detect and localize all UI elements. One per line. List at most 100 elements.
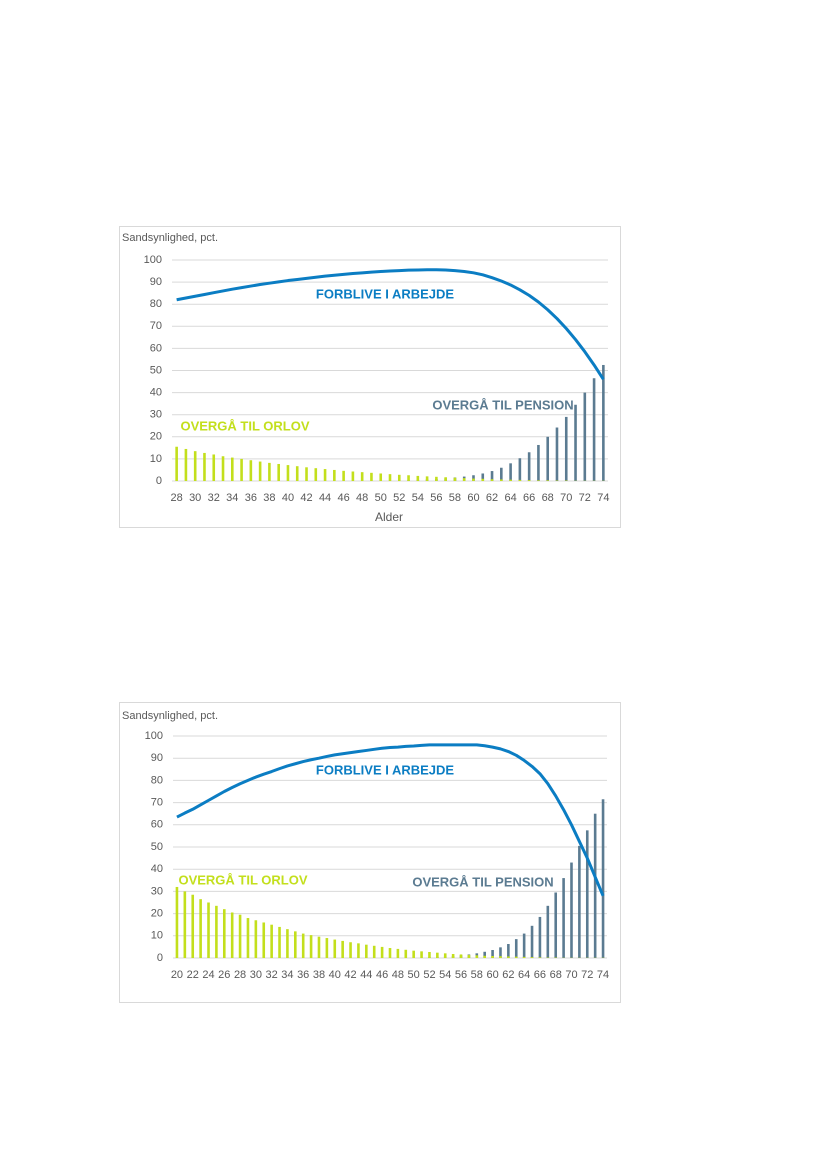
bar bbox=[294, 931, 297, 958]
y-tick-label: 80 bbox=[151, 774, 163, 786]
bar bbox=[444, 477, 447, 481]
x-tick-label: 64 bbox=[504, 492, 516, 504]
bar bbox=[481, 473, 485, 481]
bar bbox=[602, 364, 605, 481]
bar bbox=[481, 478, 485, 481]
y-tick-label: 10 bbox=[151, 930, 163, 942]
x-tick-label: 28 bbox=[171, 492, 183, 504]
x-tick-label: 70 bbox=[565, 969, 577, 981]
bar bbox=[342, 470, 345, 481]
bar bbox=[305, 467, 308, 481]
bar bbox=[500, 479, 503, 481]
x-tick-label: 42 bbox=[344, 969, 356, 981]
series-label: OVERGÅ TIL PENSION bbox=[412, 874, 553, 889]
bar bbox=[518, 458, 522, 481]
bar bbox=[407, 475, 410, 481]
bar bbox=[351, 471, 355, 481]
bar bbox=[278, 926, 281, 958]
bar bbox=[396, 948, 400, 958]
bar bbox=[262, 922, 266, 958]
x-tick-label: 46 bbox=[337, 492, 349, 504]
y-tick-label: 10 bbox=[150, 453, 162, 465]
x-tick-label: 66 bbox=[534, 969, 546, 981]
bar bbox=[509, 463, 512, 481]
x-tick-label: 32 bbox=[266, 969, 278, 981]
bar bbox=[453, 477, 457, 481]
x-tick-label: 58 bbox=[471, 969, 483, 981]
bar bbox=[509, 479, 512, 481]
x-tick-label: 30 bbox=[189, 492, 201, 504]
x-tick-label: 44 bbox=[319, 492, 331, 504]
bar bbox=[570, 862, 573, 958]
bar bbox=[459, 954, 463, 958]
bar bbox=[286, 465, 290, 481]
bar bbox=[483, 955, 486, 958]
bar bbox=[412, 950, 415, 958]
bar bbox=[388, 474, 392, 481]
x-tick-label: 50 bbox=[408, 969, 420, 981]
x-tick-label: 52 bbox=[423, 969, 435, 981]
bar bbox=[483, 951, 486, 958]
y-tick-label: 40 bbox=[150, 387, 162, 399]
bar bbox=[428, 952, 431, 958]
bar bbox=[360, 472, 364, 481]
x-tick-label: 38 bbox=[263, 492, 275, 504]
bar bbox=[286, 929, 289, 958]
y-tick-label: 70 bbox=[150, 320, 162, 332]
bar bbox=[341, 940, 344, 958]
x-tick-label: 72 bbox=[579, 492, 591, 504]
y-axis-title: Sandsynlighed, pct. bbox=[122, 710, 218, 722]
y-tick-label: 0 bbox=[157, 952, 163, 964]
series-label: OVERGÅ TIL PENSION bbox=[432, 397, 573, 412]
bar bbox=[574, 404, 577, 481]
bar bbox=[203, 452, 206, 481]
x-tick-label: 44 bbox=[360, 969, 372, 981]
x-tick-label: 64 bbox=[518, 969, 530, 981]
bar bbox=[435, 476, 438, 481]
y-tick-label: 60 bbox=[150, 342, 162, 354]
bar bbox=[365, 944, 368, 958]
bar bbox=[562, 878, 565, 958]
x-tick-label: 56 bbox=[455, 969, 467, 981]
y-tick-label: 70 bbox=[151, 797, 163, 809]
y-tick-label: 90 bbox=[151, 752, 163, 764]
bar bbox=[554, 892, 558, 958]
bar bbox=[592, 378, 596, 481]
bar bbox=[388, 948, 392, 958]
y-tick-label: 30 bbox=[150, 409, 162, 421]
x-axis-title: Alder bbox=[375, 510, 403, 524]
bar bbox=[317, 936, 321, 958]
y-tick-label: 0 bbox=[156, 475, 162, 487]
x-tick-label: 52 bbox=[393, 492, 405, 504]
x-tick-label: 74 bbox=[597, 969, 609, 981]
x-tick-label: 70 bbox=[560, 492, 572, 504]
bar bbox=[268, 462, 271, 481]
bar bbox=[357, 943, 360, 958]
bar bbox=[451, 954, 455, 958]
bar bbox=[323, 469, 327, 481]
x-tick-label: 22 bbox=[187, 969, 199, 981]
x-tick-label: 60 bbox=[486, 969, 498, 981]
bar bbox=[380, 946, 384, 958]
bar bbox=[349, 942, 352, 958]
bar bbox=[207, 902, 210, 958]
bar bbox=[601, 799, 605, 958]
x-tick-label: 32 bbox=[208, 492, 220, 504]
y-tick-label: 80 bbox=[150, 298, 162, 310]
bar bbox=[193, 451, 197, 481]
x-tick-label: 42 bbox=[300, 492, 312, 504]
bar bbox=[183, 891, 187, 958]
series-label: FORBLIVE I ARBEJDE bbox=[316, 286, 455, 301]
bar bbox=[270, 924, 273, 958]
y-tick-label: 50 bbox=[150, 364, 162, 376]
bar bbox=[295, 466, 299, 481]
bar bbox=[246, 918, 250, 958]
bar bbox=[491, 950, 494, 958]
bar bbox=[564, 416, 568, 481]
bar bbox=[538, 957, 542, 958]
bar bbox=[240, 458, 243, 481]
y-tick-label: 20 bbox=[150, 431, 162, 443]
x-tick-label: 30 bbox=[250, 969, 262, 981]
x-tick-label: 36 bbox=[297, 969, 309, 981]
bar bbox=[500, 467, 503, 481]
